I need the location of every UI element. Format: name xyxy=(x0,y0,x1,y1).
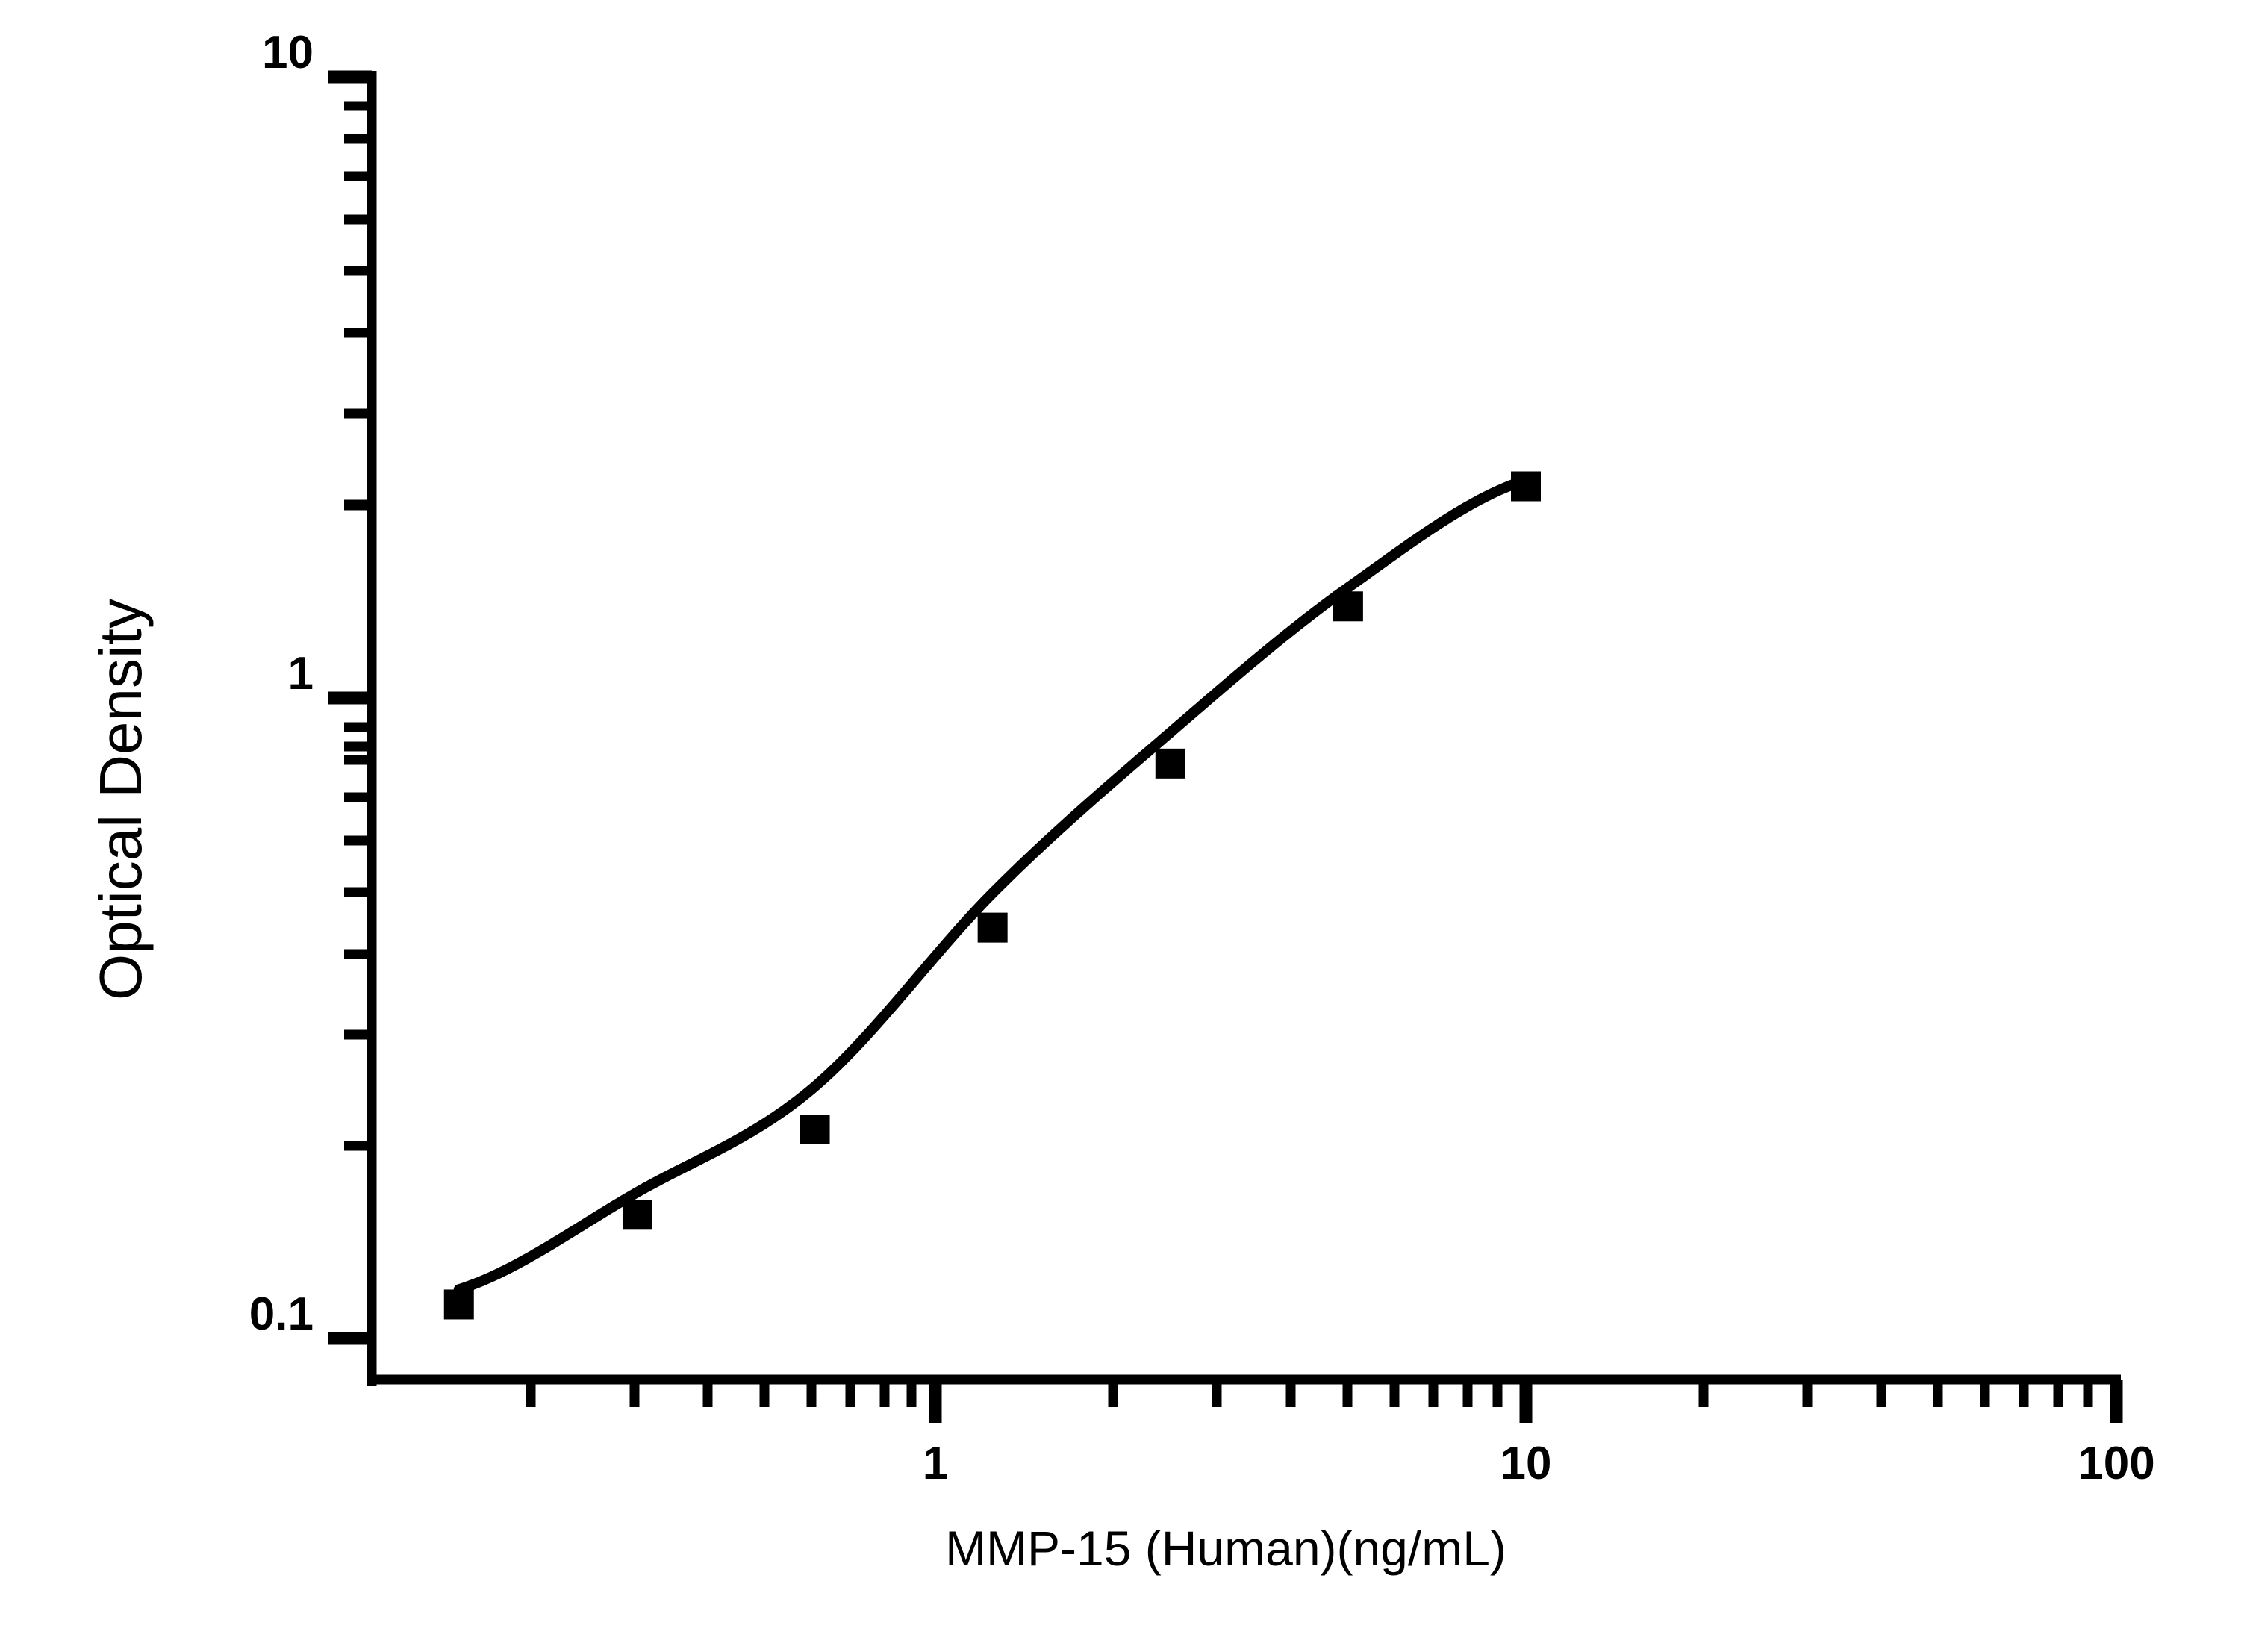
data-point-marker xyxy=(800,1115,830,1144)
y-axis xyxy=(328,70,377,1386)
y-tick-label-10: 10 xyxy=(262,27,314,78)
x-axis-title: MMP-15 (Human)(ng/mL) xyxy=(945,1521,1506,1576)
standard-curve-line xyxy=(453,474,1531,1295)
x-minor-ticks xyxy=(526,1380,2093,1407)
x-tick-label-10: 10 xyxy=(1500,1438,1552,1489)
y-tick-label-1: 1 xyxy=(287,648,314,699)
data-point-marker xyxy=(443,1289,474,1320)
x-axis xyxy=(367,1374,2123,1423)
x-tick-label-100: 100 xyxy=(2078,1438,2155,1489)
data-point-markers xyxy=(443,471,1541,1320)
data-point-marker xyxy=(1511,471,1541,502)
x-major-ticks xyxy=(929,1380,2123,1423)
x-tick-label-1: 1 xyxy=(922,1438,949,1489)
data-point-marker xyxy=(1155,748,1185,779)
data-point-marker xyxy=(622,1200,652,1230)
y-axis-title: Optical Density xyxy=(87,599,154,1000)
y-major-ticks xyxy=(328,70,372,1345)
data-point-marker xyxy=(1333,591,1363,622)
y-minor-ticks xyxy=(344,101,372,1151)
data-point-marker xyxy=(977,912,1008,943)
y-tick-label-0-1: 0.1 xyxy=(249,1288,314,1340)
